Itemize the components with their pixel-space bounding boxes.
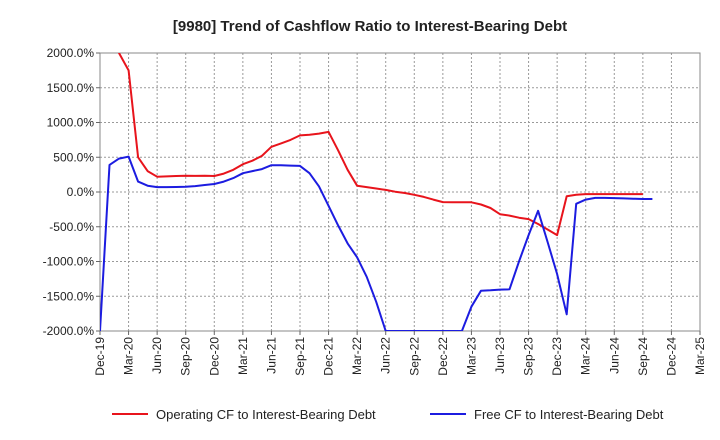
- y-tick-label: 1500.0%: [47, 81, 95, 95]
- y-tick-label: 500.0%: [53, 150, 94, 164]
- x-tick-label: Jun-23: [493, 337, 507, 374]
- series-line-2: [100, 155, 653, 331]
- y-tick-label: 0.0%: [67, 185, 95, 199]
- x-tick-label: Dec-24: [664, 337, 678, 376]
- x-tick-label: Mar-23: [464, 337, 478, 375]
- x-tick-label: Dec-22: [436, 337, 450, 376]
- series-group: [100, 53, 653, 331]
- y-tick-label: 1000.0%: [47, 116, 95, 130]
- y-axis: 2000.0% 1500.0% 1000.0% 500.0% 0.0% -500.0% -1…: [43, 46, 100, 338]
- x-tick-label: Jun-21: [264, 337, 278, 374]
- x-tick-label: Dec-23: [550, 337, 564, 376]
- legend-label-1: Operating CF to Interest-Bearing Debt: [156, 407, 376, 422]
- y-tick-label: -2000.0%: [43, 324, 95, 338]
- x-tick-label: Sep-21: [293, 337, 307, 376]
- x-tick-label: Mar-25: [693, 337, 707, 375]
- x-tick-label: Dec-21: [322, 337, 336, 376]
- x-tick-label: Jun-20: [150, 337, 164, 374]
- y-tick-label: -1000.0%: [43, 255, 95, 269]
- x-tick-label: Jun-22: [379, 337, 393, 374]
- x-tick-label: Sep-22: [407, 337, 421, 376]
- x-tick-label: Mar-24: [579, 337, 593, 375]
- x-axis: Dec-19 Mar-20 Jun-20 Sep-20 Dec-20 Mar-21 Jun-…: [93, 331, 707, 376]
- x-tick-label: Mar-21: [236, 337, 250, 375]
- legend: Operating CF to Interest-Bearing Debt Fre…: [112, 407, 664, 422]
- x-tick-label: Dec-19: [93, 337, 107, 376]
- x-tick-label: Sep-20: [179, 337, 193, 376]
- y-tick-label: -500.0%: [49, 220, 94, 234]
- series-line-1: [117, 53, 643, 237]
- x-tick-label: Mar-22: [350, 337, 364, 375]
- x-tick-label: Sep-24: [636, 337, 650, 376]
- legend-label-2: Free CF to Interest-Bearing Debt: [474, 407, 664, 422]
- x-tick-label: Sep-23: [522, 337, 536, 376]
- x-tick-label: Jun-24: [607, 337, 621, 374]
- y-tick-label: 2000.0%: [47, 46, 95, 60]
- x-tick-label: Dec-20: [207, 337, 221, 376]
- y-tick-label: -1500.0%: [43, 289, 95, 303]
- x-tick-label: Mar-20: [122, 337, 136, 375]
- chart-title: [9980] Trend of Cashflow Ratio to Intere…: [173, 18, 567, 35]
